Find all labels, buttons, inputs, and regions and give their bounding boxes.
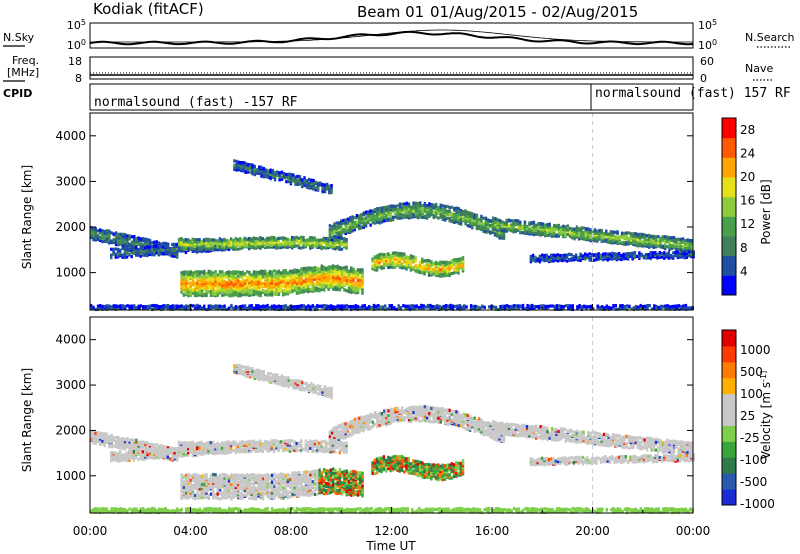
power-colorbar-tick-24: 24 — [740, 146, 755, 160]
cpid-label: CPID — [3, 87, 32, 100]
freq-unit: [MHz] — [7, 66, 39, 79]
velocity-colorbar-tick-3: 25 — [740, 409, 755, 423]
power-ytick-label-1000: 1000 — [55, 266, 86, 280]
power-colorbar-swatch-8 — [722, 118, 736, 139]
velocity-colorbar-swatch-4 — [722, 425, 736, 442]
cpid-segment-2: normalsound (fast) 157 RF — [595, 86, 791, 101]
velocity-colorbar-swatch-10 — [722, 330, 736, 347]
velocity-colorbar-swatch-9 — [722, 345, 736, 363]
velocity-colorbar-swatch-5 — [722, 409, 736, 426]
velocity-ytick-label-1000: 1000 — [55, 469, 86, 483]
x-tick-label-5: 20:00 — [575, 524, 610, 538]
velocity-colorbar-swatch-3 — [722, 441, 736, 458]
power-colorbar-swatch-3 — [722, 216, 736, 237]
velocity-colorbar-label: Velocity [m s-1] — [759, 371, 773, 459]
freq-tick-high: 18 — [68, 55, 82, 68]
station-title: Kodiak (fitACF) — [93, 0, 204, 18]
power-ytick-label-2000: 2000 — [55, 220, 86, 234]
power-colorbar-swatch-7 — [722, 137, 736, 158]
power-panel: 1000 2000 3000 4000 — [55, 112, 695, 312]
velocity-colorbar-tick-5: -100 — [740, 453, 767, 467]
nave-tick-low: 0 — [700, 72, 707, 85]
velocity-colorbar-swatch-6 — [722, 393, 736, 411]
power-colorbar-swatch-1 — [722, 255, 736, 276]
x-tick-labels: 00:00 04:00 08:00 12:00 16:00 20:00 00:00 — [73, 524, 711, 538]
power-colorbar: 4 8 12 16 20 24 28 — [721, 117, 755, 296]
nsky-line — [89, 30, 694, 46]
velocity-panel: 1000 2000 3000 4000 — [55, 316, 695, 515]
x-tick-label-2: 08:00 — [274, 524, 309, 538]
freq-label: Freq. — [12, 54, 39, 67]
nsky-label: N.Sky — [3, 31, 35, 44]
velocity-colorbar-swatch-0 — [722, 489, 736, 506]
nave-label: Nave — [745, 62, 773, 75]
x-tick-label-0: 00:00 — [73, 524, 108, 538]
velocity-ylabel: Slant Range [km] — [20, 368, 34, 472]
x-tick-label-3: 12:00 — [374, 524, 409, 538]
freq-tick-low: 8 — [75, 72, 82, 85]
velocity-colorbar-frame — [721, 329, 737, 506]
noise-tick-low-left: 100 — [67, 38, 86, 52]
noise-tick-high-right: 105 — [698, 18, 717, 32]
velocity-colorbar-tick-6: -500 — [740, 475, 767, 489]
power-colorbar-swatch-0 — [722, 275, 736, 296]
velocity-colorbar-swatch-8 — [722, 361, 736, 379]
power-colorbar-tick-28: 28 — [740, 123, 755, 137]
power-colorbar-tick-20: 20 — [740, 170, 755, 184]
power-colorbar-swatch-4 — [722, 196, 736, 217]
cpid-segment-1: normalsound (fast) -157 RF — [94, 95, 298, 110]
velocity-colorbar-swatch-1 — [722, 473, 736, 490]
velocity-colorbar-swatch-7 — [722, 377, 736, 395]
power-ytick-label-4000: 4000 — [55, 129, 86, 143]
power-colorbar-swatch-2 — [722, 236, 736, 257]
velocity-colorbar-tick-7: -1000 — [740, 497, 775, 511]
velocity-echo-cells — [90, 363, 695, 515]
nave-tick-high: 60 — [700, 55, 714, 68]
velocity-ytick-label-3000: 3000 — [55, 378, 86, 392]
freq-frame — [89, 56, 694, 80]
power-ytick-label-3000: 3000 — [55, 174, 86, 188]
velocity-ytick-label-4000: 4000 — [55, 333, 86, 347]
power-ylabel: Slant Range [km] — [20, 165, 34, 269]
noise-tick-low-right: 100 — [698, 38, 717, 52]
power-colorbar-label: Power [dB] — [759, 179, 773, 244]
noise-tick-high-left: 105 — [67, 18, 86, 32]
velocity-colorbar-tick-0: 1000 — [740, 343, 771, 357]
x-tick-label-4: 16:00 — [475, 524, 510, 538]
velocity-colorbar-tick-4: -25 — [740, 431, 760, 445]
cpid-box — [89, 83, 694, 111]
velocity-ytick-label-2000: 2000 — [55, 423, 86, 437]
noise-panel — [89, 22, 694, 49]
power-echo-cells — [90, 159, 695, 312]
velocity-colorbar-tick-2: 100 — [740, 387, 763, 401]
freq-panel — [89, 56, 694, 80]
x-axis-label: Time UT — [365, 539, 416, 553]
power-colorbar-frame — [721, 117, 737, 296]
noise-frame — [89, 22, 694, 49]
power-colorbar-tick-4: 4 — [740, 264, 748, 278]
power-colorbar-swatch-5 — [722, 177, 736, 198]
x-tick-label-6: 00:00 — [676, 524, 711, 538]
power-colorbar-tick-8: 8 — [740, 241, 748, 255]
power-colorbar-tick-12: 12 — [740, 217, 755, 231]
nsearch-line — [90, 29, 693, 43]
x-tick-label-1: 04:00 — [173, 524, 208, 538]
velocity-colorbar-tick-1: 500 — [740, 365, 763, 379]
velocity-colorbar-swatch-2 — [722, 457, 736, 474]
power-colorbar-swatch-6 — [722, 157, 736, 178]
velocity-colorbar: 1000 500 100 25 -25 -100 -500 -1000 — [721, 329, 775, 511]
power-colorbar-tick-16: 16 — [740, 194, 755, 208]
date-range: 01/Aug/2015 - 02/Aug/2015 — [430, 3, 638, 21]
beam-label: Beam 01 — [357, 3, 424, 21]
nsearch-label: N.Search — [745, 31, 795, 44]
